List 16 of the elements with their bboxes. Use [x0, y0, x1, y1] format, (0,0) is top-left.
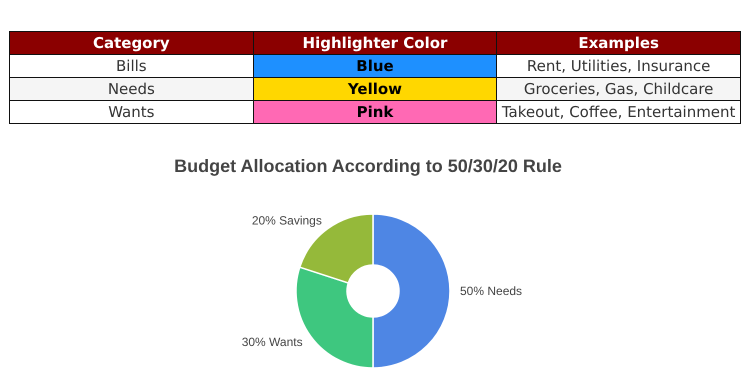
- text: Highlighter Color: [253, 32, 497, 54]
- text: Examples: [496, 32, 740, 54]
- category-label: Takeout, Coffee, Entertainment: [502, 103, 736, 121]
- category-label: Rent, Utilities, Insurance: [526, 57, 710, 75]
- chart-title: Budget Allocation According to 50/30/20 Rule: [173, 156, 563, 177]
- category-label: Wants: [108, 103, 154, 121]
- category-label: Bills: [116, 57, 147, 75]
- category-label: Groceries, Gas, Childcare: [524, 80, 714, 98]
- category-label: Needs: [108, 80, 155, 98]
- slice-label: 20% Savings: [252, 214, 322, 228]
- slice-label: 30% Wants: [242, 335, 303, 350]
- category-label: Pink: [253, 100, 497, 124]
- category-label: Blue: [253, 54, 497, 78]
- text: Category: [10, 32, 254, 54]
- slice-label: 50% Needs: [460, 284, 522, 298]
- category-label: Yellow: [253, 78, 497, 100]
